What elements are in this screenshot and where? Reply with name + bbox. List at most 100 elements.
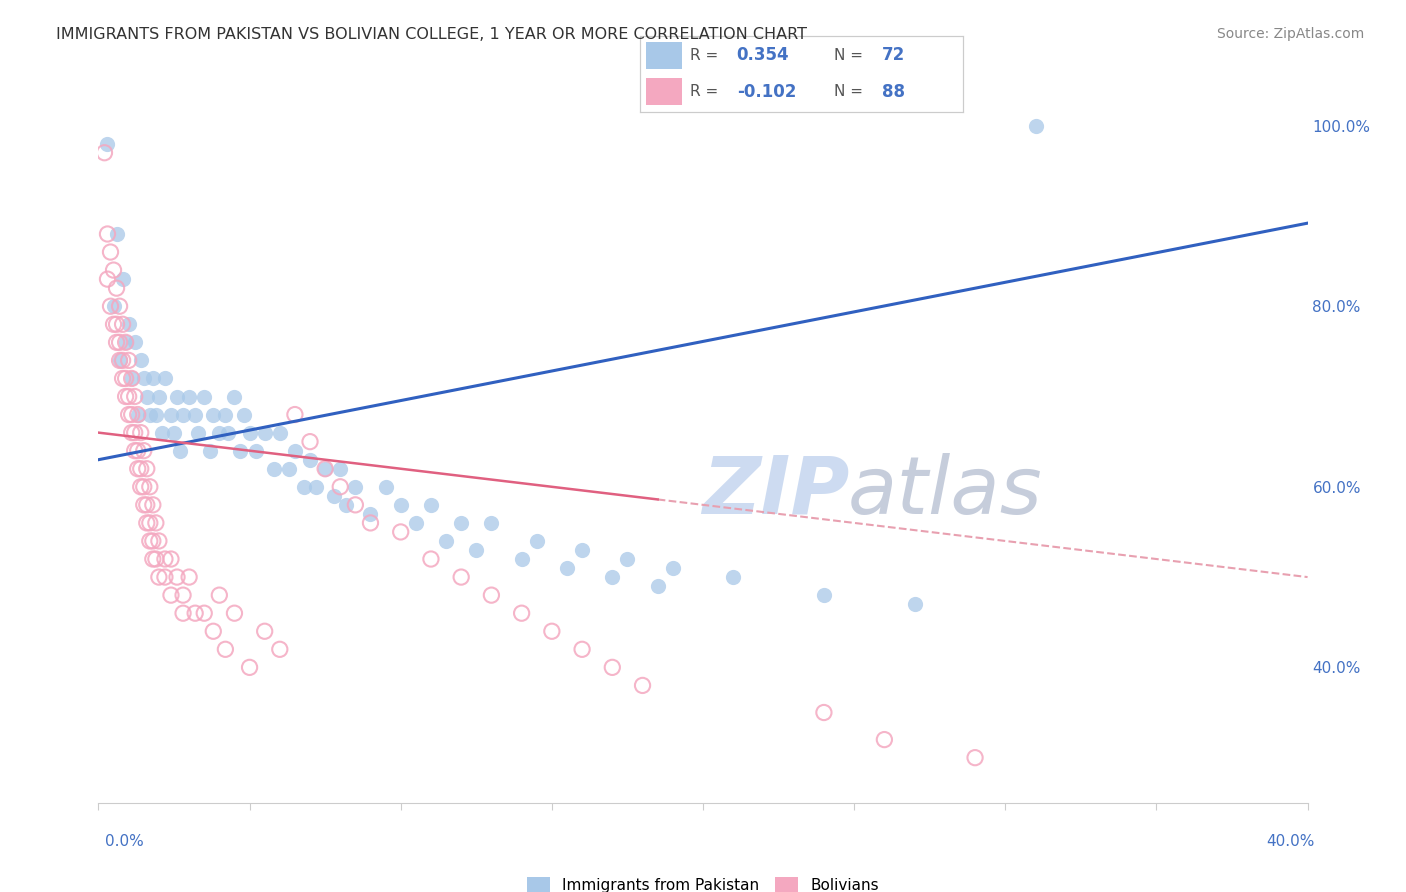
Point bbox=[145, 408, 167, 422]
Point bbox=[105, 227, 128, 241]
Point bbox=[142, 498, 165, 512]
Point bbox=[142, 552, 165, 566]
Point bbox=[616, 552, 638, 566]
Point bbox=[166, 390, 188, 404]
Text: IMMIGRANTS FROM PAKISTAN VS BOLIVIAN COLLEGE, 1 YEAR OR MORE CORRELATION CHART: IMMIGRANTS FROM PAKISTAN VS BOLIVIAN COL… bbox=[56, 27, 807, 42]
Point bbox=[127, 408, 149, 422]
Point bbox=[166, 570, 188, 584]
Point bbox=[135, 498, 157, 512]
Point bbox=[813, 706, 835, 720]
Point bbox=[153, 570, 176, 584]
Text: N =: N = bbox=[834, 48, 868, 63]
Point bbox=[253, 624, 276, 639]
Point bbox=[420, 498, 443, 512]
Point bbox=[132, 371, 155, 385]
Point bbox=[132, 443, 155, 458]
Point bbox=[184, 408, 207, 422]
Point bbox=[200, 443, 222, 458]
Point bbox=[153, 552, 176, 566]
Point bbox=[253, 425, 276, 440]
Point bbox=[129, 480, 152, 494]
Point bbox=[111, 272, 134, 286]
Point bbox=[229, 443, 252, 458]
Point bbox=[314, 461, 336, 475]
Point bbox=[224, 390, 246, 404]
Point bbox=[323, 489, 346, 503]
Point bbox=[118, 318, 141, 332]
Point bbox=[389, 498, 412, 512]
Point bbox=[434, 533, 457, 548]
Point bbox=[510, 552, 533, 566]
Point bbox=[239, 660, 262, 674]
Point bbox=[172, 588, 194, 602]
Point bbox=[139, 516, 162, 530]
Point bbox=[139, 408, 162, 422]
Point bbox=[118, 408, 141, 422]
Point bbox=[160, 588, 183, 602]
Point bbox=[214, 642, 236, 657]
Point bbox=[172, 606, 194, 620]
Point bbox=[100, 245, 122, 260]
Point bbox=[118, 353, 141, 368]
Point bbox=[132, 498, 155, 512]
Point bbox=[114, 390, 136, 404]
Point bbox=[108, 335, 131, 350]
Point bbox=[124, 335, 146, 350]
Point bbox=[108, 299, 131, 313]
Y-axis label: College, 1 year or more: College, 1 year or more bbox=[0, 343, 7, 523]
Point bbox=[114, 335, 136, 350]
Point bbox=[360, 507, 382, 521]
Point bbox=[965, 750, 987, 764]
Point bbox=[389, 524, 412, 539]
Point bbox=[602, 570, 624, 584]
Point bbox=[150, 425, 173, 440]
Text: R =: R = bbox=[690, 84, 723, 99]
Point bbox=[263, 461, 285, 475]
Point bbox=[96, 272, 118, 286]
Point bbox=[450, 516, 472, 530]
Point bbox=[124, 425, 146, 440]
Point bbox=[114, 335, 136, 350]
Point bbox=[105, 281, 128, 295]
Legend: Immigrants from Pakistan, Bolivians: Immigrants from Pakistan, Bolivians bbox=[522, 871, 884, 892]
Point bbox=[114, 371, 136, 385]
Point bbox=[245, 443, 267, 458]
Point bbox=[135, 461, 157, 475]
Point bbox=[813, 588, 835, 602]
Point bbox=[329, 461, 352, 475]
Point bbox=[153, 371, 176, 385]
Point bbox=[129, 425, 152, 440]
Bar bbox=[647, 78, 682, 105]
Point bbox=[631, 678, 654, 692]
Point bbox=[135, 390, 157, 404]
Point bbox=[305, 480, 328, 494]
Point bbox=[103, 263, 125, 277]
Point bbox=[344, 498, 367, 512]
Point bbox=[111, 318, 134, 332]
Point bbox=[481, 516, 503, 530]
Point bbox=[214, 408, 236, 422]
Point bbox=[232, 408, 254, 422]
Point bbox=[481, 588, 503, 602]
Text: 0.0%: 0.0% bbox=[105, 834, 145, 849]
Point bbox=[335, 498, 357, 512]
Text: R =: R = bbox=[690, 48, 723, 63]
Point bbox=[873, 732, 896, 747]
Point bbox=[329, 480, 352, 494]
Point bbox=[129, 353, 152, 368]
Text: N =: N = bbox=[834, 84, 868, 99]
Point bbox=[111, 371, 134, 385]
Point bbox=[127, 461, 149, 475]
Point bbox=[292, 480, 315, 494]
Point bbox=[179, 390, 201, 404]
Point bbox=[661, 561, 683, 575]
Point bbox=[374, 480, 396, 494]
Point bbox=[602, 660, 624, 674]
Point bbox=[96, 227, 118, 241]
Point bbox=[224, 606, 246, 620]
Point bbox=[169, 443, 191, 458]
Point bbox=[208, 425, 231, 440]
Point bbox=[118, 390, 141, 404]
Point bbox=[193, 606, 215, 620]
Point bbox=[100, 299, 122, 313]
